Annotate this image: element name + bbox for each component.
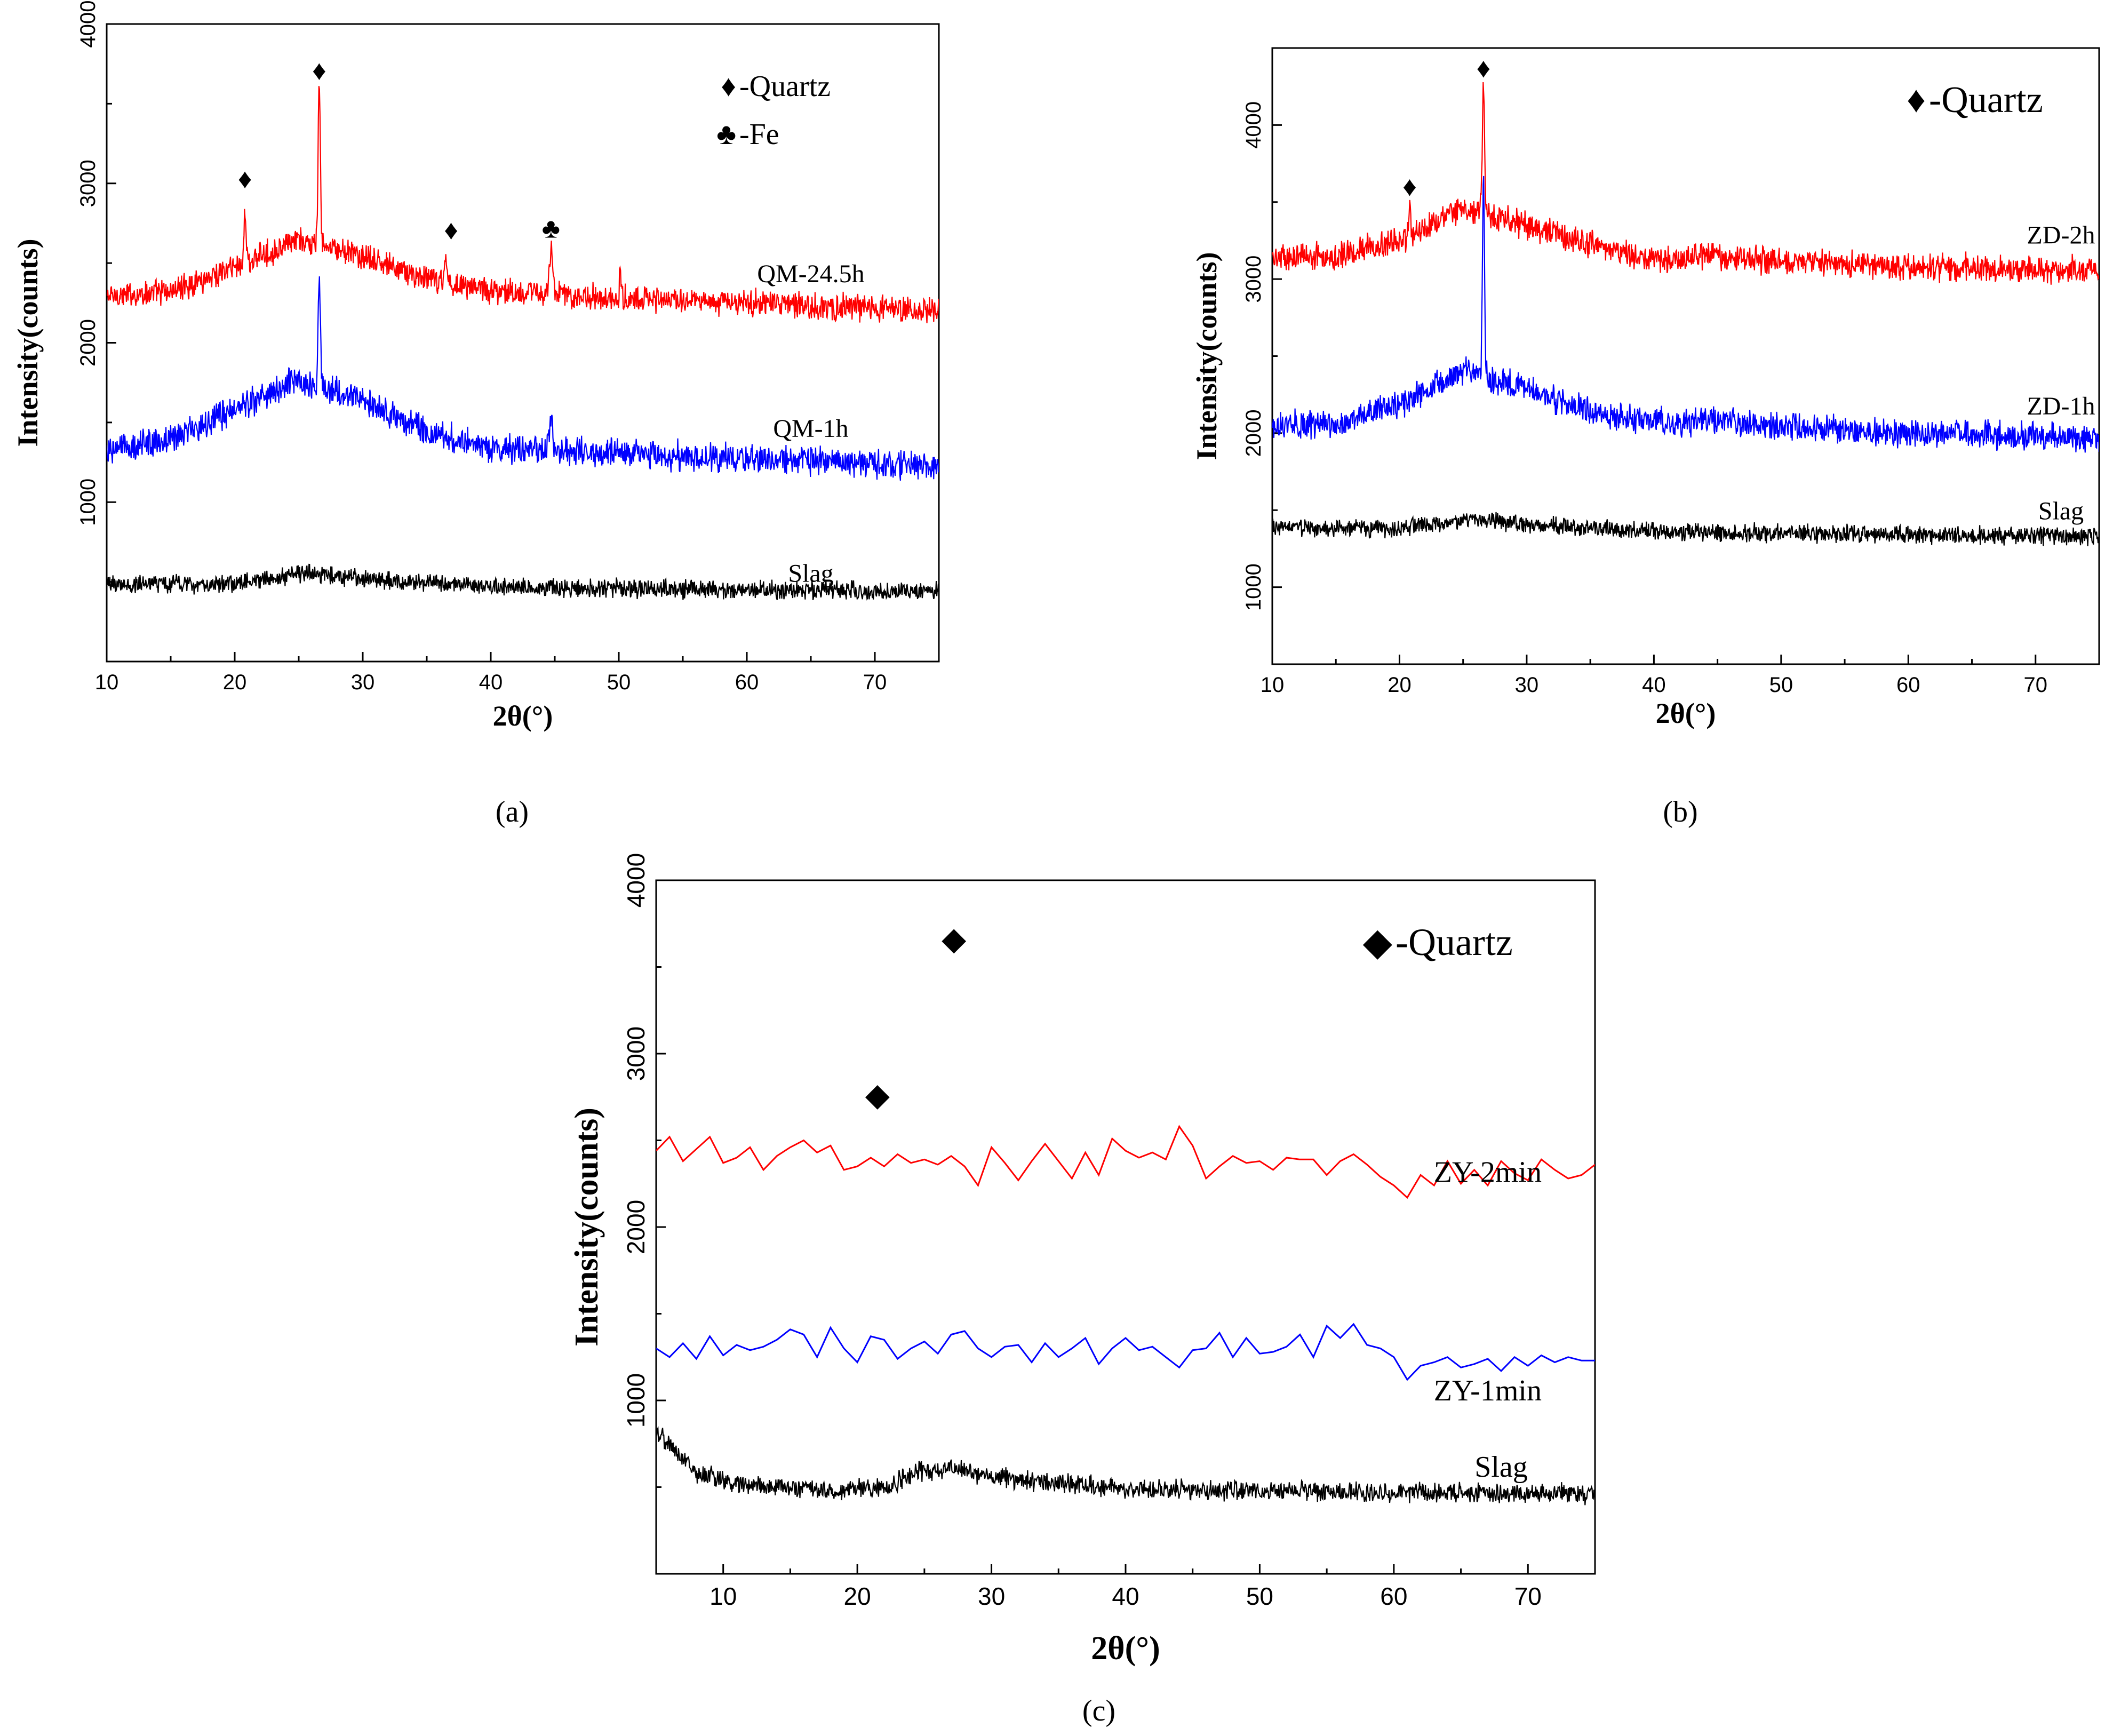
y-tick-label: 4000 [622,853,650,907]
x-tick-label: 20 [1388,673,1412,697]
series-label: ZD-2h [2027,221,2095,250]
y-tick-label: 3000 [76,160,100,207]
x-tick-label: 40 [1642,673,1666,697]
peak-marker: ♦ [312,56,326,86]
y-tick-label: 2000 [622,1200,650,1254]
x-tick-label: 30 [978,1582,1005,1610]
x-tick-label: 60 [1380,1582,1407,1610]
series-label: ZD-1h [2027,392,2095,420]
series-line-zd-1h [1272,176,2099,453]
plot-frame [1271,47,2100,665]
series-line-slag [656,1426,1595,1506]
peak-marker: ◆ [942,921,966,957]
series-label: Slag [1474,1451,1528,1484]
x-tick-label: 10 [709,1582,737,1610]
x-tick-label: 60 [735,671,759,694]
x-tick-label: 30 [351,671,375,694]
x-tick-label: 40 [1112,1582,1139,1610]
y-tick-label: 4000 [76,1,100,48]
legend-label: -Quartz [1396,921,1513,963]
series-line-zy-1min [656,1323,1595,1381]
y-tick-label: 2000 [1242,409,1265,457]
x-tick-label: 60 [1896,673,1920,697]
x-tick-label: 30 [1515,673,1539,697]
legend-label: -Quartz [739,70,831,103]
y-tick-label: 3000 [1242,256,1265,303]
series-line-qm-1h [107,276,939,481]
x-tick-label: 50 [1246,1582,1273,1610]
series-line-slag [107,563,939,601]
x-tick-label: 40 [479,671,503,694]
x-tick-label: 50 [1769,673,1793,697]
peak-marker: ♦ [444,215,458,245]
x-tick-label: 10 [95,671,119,694]
panel-label-b: (b) [1663,795,1697,829]
legend-marker: ♦ [721,70,736,103]
legend-marker: ◆ [1363,921,1393,963]
series-label: ZY-2min [1434,1156,1542,1189]
y-tick-label: 3000 [622,1026,650,1081]
panel-a-chart: 10 20 30 40 50 60 70 1000 2000 3000 4000 2θ(°) Inten… [12,1,940,732]
x-tick-label: 20 [844,1582,871,1610]
y-axis-title: Intensity(counts) [12,238,44,447]
series-label: ZY-1min [1434,1374,1542,1407]
peak-marker: ♦ [1477,53,1491,84]
series-label: Slag [2038,497,2084,525]
x-axis-title: 2θ(°) [1091,1630,1160,1667]
x-tick-label: 70 [863,671,887,694]
legend-marker: ♣ [716,118,736,151]
y-tick-label: 4000 [1242,101,1265,149]
y-tick-label: 1000 [1242,563,1265,611]
y-tick-label: 1000 [76,479,100,526]
series-line-zd-2h [1272,82,2099,285]
peak-marker: ♣ [542,213,560,244]
y-axis-title: Intensity(counts) [1191,252,1223,460]
y-tick-label: 2000 [76,319,100,367]
x-tick-label: 10 [1261,673,1285,697]
legend-marker: ♦ [1907,79,1926,121]
plot-frame [655,879,1596,1575]
series-line-zy-2min [656,1125,1595,1199]
series-label: QM-1h [773,415,848,443]
peak-marker: ♦ [1402,172,1417,202]
panel-label-a: (a) [496,795,529,829]
legend-label: -Quartz [1929,79,2043,121]
series-line-slag [1272,512,2099,546]
series-label: Slag [788,560,833,588]
panel-b-chart: 10 20 30 40 50 60 70 1000 2000 3000 4000 2θ(°) Inten… [1191,47,2100,729]
series-label: QM-24.5h [757,260,864,288]
y-tick-label: 1000 [622,1373,650,1428]
x-tick-label: 70 [1514,1582,1542,1610]
peak-marker: ◆ [865,1078,890,1113]
x-axis-title: 2θ(°) [1656,697,1716,729]
y-axis-title: Intensity(counts) [569,1108,605,1347]
panel-c-chart: 10 20 30 40 50 60 70 1000 2000 3000 4000 2θ(°) Inten… [569,853,1596,1667]
x-tick-label: 50 [607,671,631,694]
series-line-qm-24.5h [107,86,939,323]
panel-label-c: (c) [1082,1694,1115,1727]
peak-marker: ♦ [238,164,252,195]
x-tick-label: 20 [223,671,247,694]
x-tick-label: 70 [2024,673,2048,697]
x-axis-title: 2θ(°) [493,700,553,732]
legend-label: -Fe [739,118,779,151]
